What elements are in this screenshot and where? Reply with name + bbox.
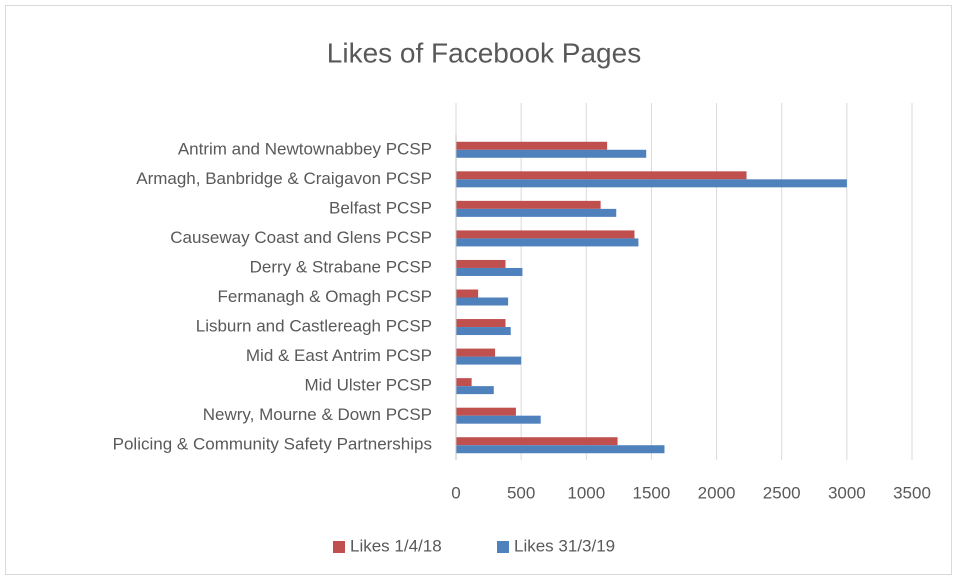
bar bbox=[456, 171, 747, 180]
y-tick-label: Causeway Coast and Glens PCSP bbox=[170, 228, 432, 247]
bar bbox=[456, 259, 506, 268]
y-tick-label: Fermanagh & Omagh PCSP bbox=[218, 287, 432, 306]
y-tick-label: Armagh, Banbridge & Craigavon PCSP bbox=[136, 169, 432, 188]
bar bbox=[456, 407, 516, 416]
bar bbox=[456, 149, 647, 158]
bar bbox=[456, 289, 479, 298]
chart-title: Likes of Facebook Pages bbox=[327, 37, 641, 68]
x-tick-label: 0 bbox=[451, 483, 460, 502]
legend-label: Likes 1/4/18 bbox=[350, 536, 442, 555]
legend-swatch bbox=[333, 541, 345, 553]
bar bbox=[456, 319, 506, 328]
bar bbox=[456, 415, 541, 424]
bar bbox=[456, 141, 608, 150]
y-tick-label: Antrim and Newtownabbey PCSP bbox=[178, 139, 432, 158]
y-tick-label: Lisburn and Castlereagh PCSP bbox=[196, 317, 432, 336]
bar bbox=[456, 238, 639, 247]
y-tick-label: Mid & East Antrim PCSP bbox=[246, 346, 432, 365]
legend-swatch bbox=[497, 541, 509, 553]
bar bbox=[456, 386, 494, 395]
y-tick-label: Policing & Community Safety Partnerships bbox=[113, 435, 432, 454]
bar bbox=[456, 200, 601, 209]
x-tick-label: 1500 bbox=[633, 483, 671, 502]
bar bbox=[456, 445, 665, 454]
x-tick-label: 500 bbox=[507, 483, 535, 502]
bar bbox=[456, 378, 472, 387]
y-tick-label: Newry, Mourne & Down PCSP bbox=[203, 405, 432, 424]
bar bbox=[456, 230, 635, 239]
bar bbox=[456, 356, 522, 365]
x-tick-label: 3500 bbox=[893, 483, 931, 502]
bar bbox=[456, 437, 618, 446]
bar bbox=[456, 267, 523, 276]
x-tick-label: 3000 bbox=[828, 483, 866, 502]
x-tick-label: 2000 bbox=[698, 483, 736, 502]
legend-label: Likes 31/3/19 bbox=[514, 536, 615, 555]
x-tick-label: 1000 bbox=[567, 483, 605, 502]
bar bbox=[456, 208, 617, 217]
y-tick-label: Derry & Strabane PCSP bbox=[250, 257, 432, 276]
bar bbox=[456, 297, 509, 306]
y-tick-label: Belfast PCSP bbox=[329, 198, 432, 217]
x-tick-label: 2500 bbox=[763, 483, 801, 502]
bar bbox=[456, 179, 847, 188]
y-tick-label: Mid Ulster PCSP bbox=[304, 376, 432, 395]
bar bbox=[456, 348, 496, 357]
chart-border bbox=[5, 5, 952, 575]
bar bbox=[456, 327, 511, 336]
